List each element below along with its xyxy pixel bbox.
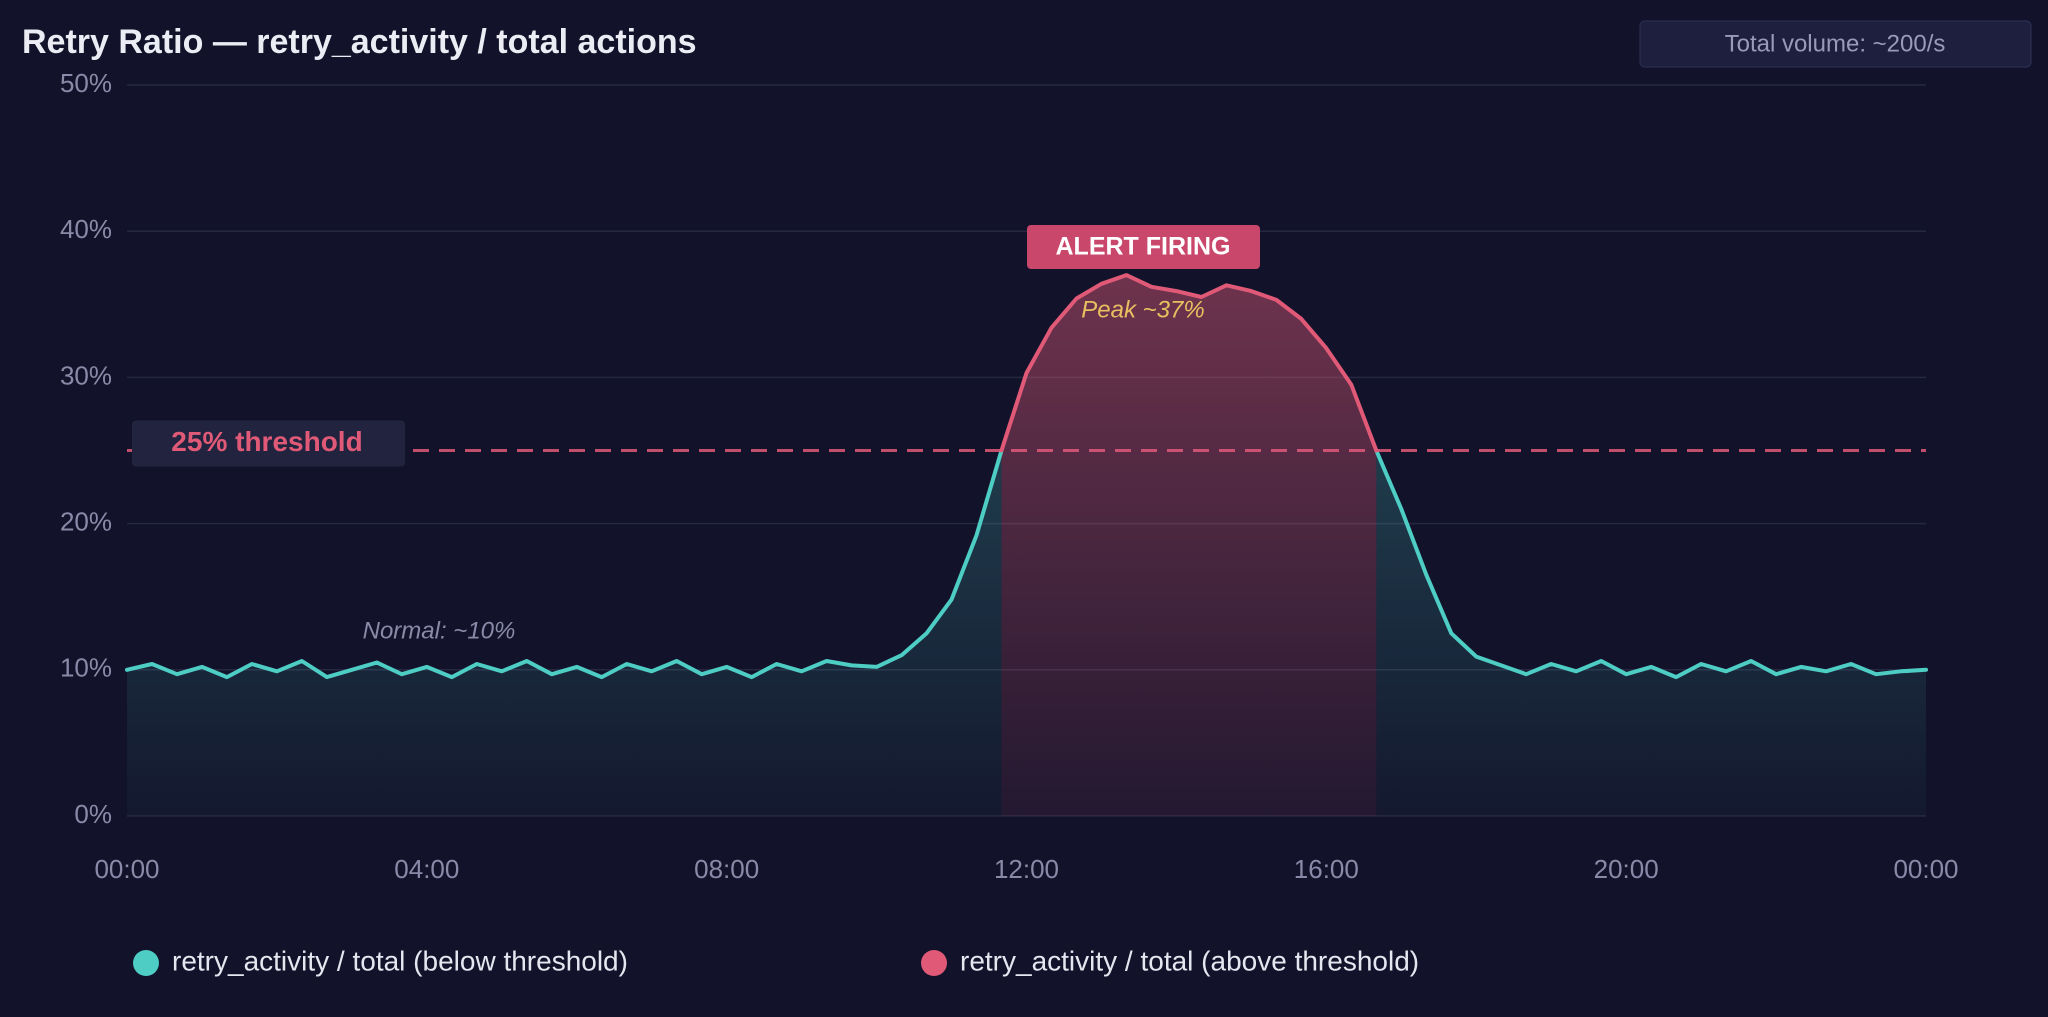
- chart-title: Retry Ratio — retry_activity / total act…: [22, 23, 697, 61]
- area-fill: [1001, 275, 1377, 817]
- y-tick-label: 20%: [60, 506, 112, 536]
- legend-marker: [133, 950, 159, 976]
- area-fill: [127, 450, 1926, 816]
- y-tick-label: 10%: [60, 653, 112, 683]
- legend-label: retry_activity / total (above threshold): [960, 945, 1419, 976]
- x-tick-label: 00:00: [1893, 854, 1958, 884]
- y-tick-label: 50%: [60, 68, 112, 98]
- threshold-badge: [132, 420, 405, 467]
- legend-marker: [921, 950, 947, 976]
- x-tick-label: 08:00: [694, 854, 759, 884]
- x-tick-label: 20:00: [1594, 854, 1659, 884]
- volume-text: Total volume: ~200/s: [1725, 30, 1946, 57]
- peak-annotation: Peak ~37%: [1081, 296, 1204, 323]
- normal-annotation: Normal: ~10%: [363, 617, 516, 644]
- x-tick-label: 12:00: [994, 854, 1059, 884]
- y-tick-label: 40%: [60, 214, 112, 244]
- legend-label: retry_activity / total (below threshold): [172, 945, 628, 976]
- alert-text: ALERT FIRING: [1056, 233, 1231, 261]
- series-line: [999, 273, 1379, 453]
- alert-badge: [1027, 225, 1260, 269]
- y-tick-label: 0%: [74, 799, 112, 829]
- x-tick-label: 04:00: [394, 854, 459, 884]
- x-tick-label: 16:00: [1294, 854, 1359, 884]
- series-line: [125, 448, 1928, 680]
- volume-badge: [1639, 20, 2032, 68]
- y-tick-label: 30%: [60, 360, 112, 390]
- threshold-label: 25% threshold: [171, 426, 362, 457]
- x-tick-label: 00:00: [94, 854, 159, 884]
